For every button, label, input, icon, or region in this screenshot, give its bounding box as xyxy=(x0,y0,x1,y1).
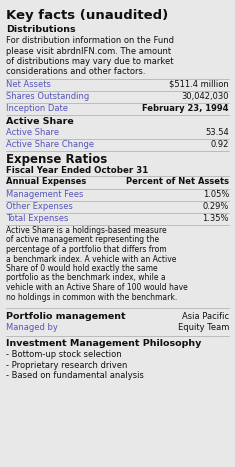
Text: Fiscal Year Ended October 31: Fiscal Year Ended October 31 xyxy=(6,166,148,175)
Text: - Bottom-up stock selection: - Bottom-up stock selection xyxy=(6,350,122,359)
Text: Inception Date: Inception Date xyxy=(6,104,68,113)
Text: of distributions may vary due to market: of distributions may vary due to market xyxy=(6,57,173,66)
Text: February 23, 1994: February 23, 1994 xyxy=(142,104,229,113)
Text: Shares Outstanding: Shares Outstanding xyxy=(6,92,89,101)
Text: Net Assets: Net Assets xyxy=(6,80,51,89)
Text: Management Fees: Management Fees xyxy=(6,190,83,199)
Text: - Proprietary research driven: - Proprietary research driven xyxy=(6,361,127,369)
Text: Active Share Change: Active Share Change xyxy=(6,140,94,149)
Text: 53.54: 53.54 xyxy=(205,128,229,137)
Text: Annual Expenses: Annual Expenses xyxy=(6,177,86,186)
Text: 0.29%: 0.29% xyxy=(203,202,229,211)
Text: Expense Ratios: Expense Ratios xyxy=(6,153,107,166)
Text: Investment Management Philosophy: Investment Management Philosophy xyxy=(6,339,201,348)
Text: Total Expenses: Total Expenses xyxy=(6,214,68,223)
Text: percentage of a portfolio that differs from: percentage of a portfolio that differs f… xyxy=(6,245,167,254)
Text: Portfolio management: Portfolio management xyxy=(6,312,126,321)
Text: vehicle with an Active Share of 100 would have: vehicle with an Active Share of 100 woul… xyxy=(6,283,188,292)
Text: no holdings in common with the benchmark.: no holdings in common with the benchmark… xyxy=(6,292,177,302)
Text: please visit abrdnIFN.com. The amount: please visit abrdnIFN.com. The amount xyxy=(6,47,171,56)
Text: considerations and other factors.: considerations and other factors. xyxy=(6,68,145,77)
Text: Active Share: Active Share xyxy=(6,117,74,126)
Text: Active Share: Active Share xyxy=(6,128,59,137)
Text: Other Expenses: Other Expenses xyxy=(6,202,73,211)
Text: 30,042,030: 30,042,030 xyxy=(181,92,229,101)
Text: $511.4 million: $511.4 million xyxy=(169,80,229,89)
Text: a benchmark index. A vehicle with an Active: a benchmark index. A vehicle with an Act… xyxy=(6,255,176,263)
Text: Active Share is a holdings-based measure: Active Share is a holdings-based measure xyxy=(6,226,167,235)
Text: - Based on fundamental analysis: - Based on fundamental analysis xyxy=(6,371,144,380)
Text: Share of 0 would hold exactly the same: Share of 0 would hold exactly the same xyxy=(6,264,158,273)
Text: Distributions: Distributions xyxy=(6,25,76,34)
Text: 1.05%: 1.05% xyxy=(203,190,229,199)
Text: portfolio as the benchmark index, while a: portfolio as the benchmark index, while … xyxy=(6,274,166,283)
Text: Asia Pacific: Asia Pacific xyxy=(182,312,229,321)
Text: of active management representing the: of active management representing the xyxy=(6,235,159,245)
Text: 0.92: 0.92 xyxy=(211,140,229,149)
Text: Equity Team: Equity Team xyxy=(178,323,229,332)
Text: Managed by: Managed by xyxy=(6,323,58,332)
Text: Key facts (unaudited): Key facts (unaudited) xyxy=(6,9,168,22)
Text: For distribution information on the Fund: For distribution information on the Fund xyxy=(6,36,174,45)
Text: 1.35%: 1.35% xyxy=(203,214,229,223)
Text: Percent of Net Assets: Percent of Net Assets xyxy=(126,177,229,186)
